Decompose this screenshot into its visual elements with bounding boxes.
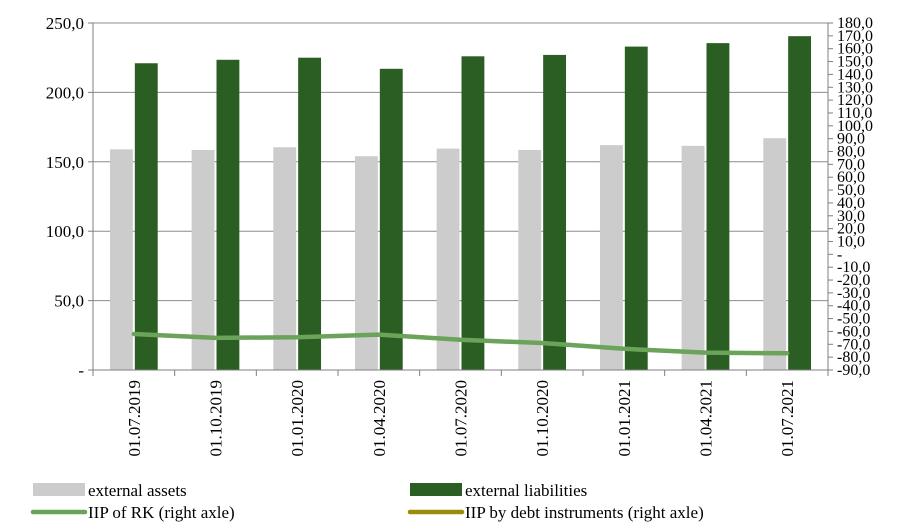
right-tick-label: -50,0 (837, 311, 870, 328)
x-tick-label: 01.07.2020 (452, 380, 471, 457)
bar-external-assets (599, 145, 623, 370)
right-tick-label: 90,0 (837, 131, 865, 148)
bars (109, 36, 812, 370)
x-axis-ticks: 01.07.2019 01.10.2019 01.01.2020 01.04.2020… (92, 370, 829, 457)
right-tick-label: 170,0 (837, 28, 873, 45)
right-tick-label: 130,0 (837, 79, 873, 96)
right-tick-label: 70,0 (837, 156, 865, 173)
right-tick-label: -60,0 (837, 323, 870, 340)
right-tick-label: -10,0 (837, 259, 870, 276)
bar-external-assets (109, 149, 133, 370)
bar-external-assets (763, 138, 787, 370)
right-tick-label: 40,0 (837, 195, 865, 212)
right-tick-label: 120,0 (837, 92, 873, 109)
x-tick-label: 01.10.2019 (207, 380, 226, 457)
left-tick-label: 100,0 (46, 222, 84, 241)
right-tick-label: 20,0 (837, 221, 865, 238)
bar-external-liabilities (216, 59, 240, 370)
left-tick-label: - (78, 361, 84, 380)
gridlines (93, 22, 828, 302)
bar-external-assets (354, 156, 378, 370)
right-tick-label: 60,0 (837, 169, 865, 186)
right-tick-label: -30,0 (837, 285, 870, 302)
left-tick-label: 50,0 (54, 292, 84, 311)
right-tick-label: 150,0 (837, 54, 873, 71)
axes (92, 23, 829, 371)
right-tick-label: 80,0 (837, 144, 865, 161)
x-tick-label: 01.04.2021 (697, 380, 716, 457)
right-tick-label: 140,0 (837, 66, 873, 83)
bar-external-assets (518, 150, 542, 370)
bar-external-liabilities (543, 54, 567, 370)
bar-external-liabilities (706, 43, 730, 370)
bar-external-liabilities (134, 63, 158, 370)
bar-external-liabilities (379, 68, 403, 370)
bar-external-assets (191, 150, 215, 370)
left-tick-label: 150,0 (46, 153, 84, 172)
x-tick-label: 01.07.2019 (125, 380, 144, 457)
right-tick-label: 30,0 (837, 208, 865, 225)
legend-swatch (410, 483, 462, 496)
x-tick-label: 01.01.2021 (615, 380, 634, 457)
x-tick-label: 01.10.2020 (533, 380, 552, 457)
right-tick-label: 110,0 (837, 105, 872, 122)
x-tick-label: 01.07.2021 (778, 380, 797, 457)
legend-label: IIP of RK (right axle) (88, 503, 235, 522)
legend-label: IIP by debt instruments (right axle) (465, 503, 704, 522)
right-tick-label: -40,0 (837, 298, 870, 315)
right-tick-label: -90,0 (837, 362, 870, 379)
right-tick-label: -20,0 (837, 272, 870, 289)
left-tick-label: 250,0 (46, 14, 84, 33)
legend-swatch (33, 483, 85, 496)
series-lines (131, 331, 790, 356)
right-tick-label: - (837, 246, 842, 263)
x-tick-label: 01.01.2020 (288, 380, 307, 457)
bar-external-assets (681, 145, 705, 370)
right-tick-label: 10,0 (837, 233, 865, 250)
right-tick-label: 50,0 (837, 182, 865, 199)
right-tick-label: 180,0 (837, 15, 873, 32)
right-tick-label: 160,0 (837, 41, 873, 58)
left-tick-label: 200,0 (46, 83, 84, 102)
left-axis-ticks: - 50,0 100,0 150,0 200,0 250,0 (46, 14, 93, 380)
legend-label: external assets (88, 481, 187, 500)
bar-external-liabilities (624, 46, 648, 370)
bar-external-assets (273, 147, 297, 370)
bar-external-liabilities (298, 57, 322, 370)
x-tick-label: 01.04.2020 (370, 380, 389, 457)
legend-label: external liabilities (465, 481, 587, 500)
right-tick-label: -80,0 (837, 349, 870, 366)
right-tick-label: 100,0 (837, 118, 873, 135)
legend: external assets external liabilities IIP o… (30, 481, 704, 522)
bar-external-liabilities (461, 56, 485, 370)
bar-external-assets (436, 148, 460, 370)
right-tick-label: -70,0 (837, 336, 870, 353)
bar-external-liabilities (788, 36, 812, 370)
right-axis-ticks: -90,0-80,0-70,0-60,0-50,0-40,0-30,0-20,0… (828, 15, 873, 379)
